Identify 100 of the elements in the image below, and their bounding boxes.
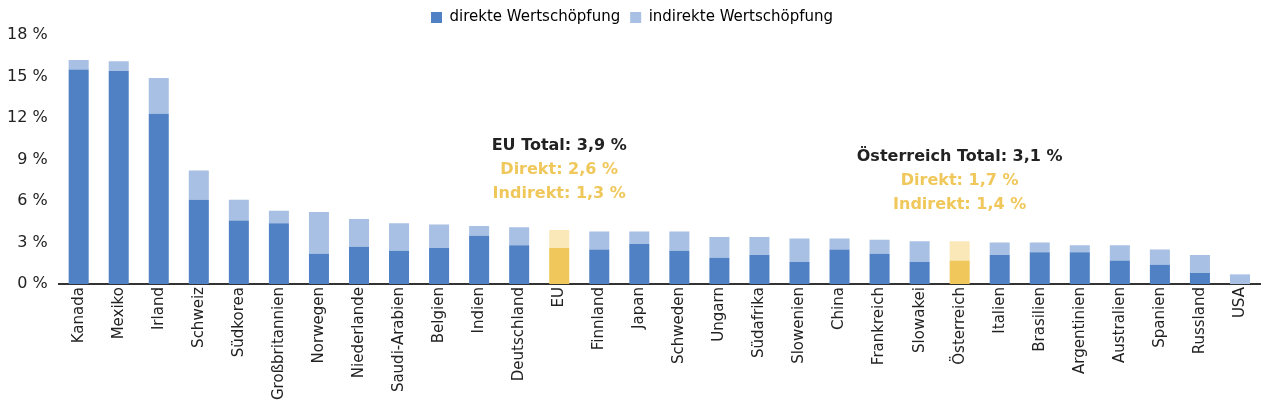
bar	[629, 231, 650, 244]
x-tick-label: Deutschland	[509, 287, 528, 382]
bar	[509, 227, 530, 246]
bar	[1109, 245, 1130, 261]
bar	[108, 70, 129, 285]
bar	[949, 241, 970, 261]
x-tick-label: Kanada	[68, 287, 87, 344]
bar	[989, 242, 1010, 256]
bar	[308, 212, 329, 254]
x-tick-label: Finnland	[589, 287, 608, 351]
bar	[108, 61, 129, 71]
x-tick-label: Österreich	[948, 287, 968, 365]
bar	[148, 77, 169, 114]
bar	[188, 199, 209, 285]
bar	[1069, 245, 1090, 253]
bar	[469, 225, 490, 236]
x-tick-label: Schweiz	[188, 286, 207, 348]
annotation: Direkt: 1,7 %	[900, 170, 1019, 190]
x-tick-label: Slowenien	[789, 287, 808, 364]
annotation: Direkt: 2,6 %	[500, 159, 619, 179]
bar	[669, 231, 690, 251]
bar	[749, 255, 770, 285]
bar	[1189, 273, 1210, 285]
legend-label: direkte Wertschöpfung	[449, 7, 621, 26]
bar	[829, 249, 850, 285]
bar	[1189, 255, 1210, 273]
bar	[869, 239, 890, 254]
x-tick-label: Frankreich	[869, 287, 888, 366]
bar	[1069, 252, 1090, 285]
x-tick-label: EU	[549, 287, 568, 308]
bar	[1109, 260, 1130, 285]
bar	[1029, 242, 1050, 253]
y-tick-label: 9 %	[17, 148, 48, 168]
x-tick-label: Japan	[629, 287, 648, 330]
bar	[1149, 249, 1170, 265]
bar	[909, 241, 930, 262]
x-tick-label: Großbritannien	[268, 287, 287, 401]
bar	[629, 243, 650, 285]
bar	[669, 250, 690, 285]
x-tick-label: China	[829, 287, 848, 330]
bar	[389, 223, 410, 251]
x-tick-label: Indien	[469, 287, 488, 334]
bar	[869, 253, 890, 285]
y-tick-label: 0 %	[17, 273, 48, 293]
x-tick-label: USA	[1229, 286, 1248, 319]
bar	[1029, 252, 1050, 285]
bar	[909, 261, 930, 285]
bar	[549, 230, 570, 249]
legend-label: indirekte Wertschöpfung	[648, 7, 833, 26]
bar	[308, 253, 329, 285]
bar	[749, 237, 770, 256]
x-tick-label: Slowakei	[909, 287, 928, 353]
x-tick-label: Spanien	[1149, 287, 1168, 348]
bar	[1149, 264, 1170, 285]
x-tick-label: Saudi-Arabien	[388, 287, 407, 393]
x-tick-label: Südafrika	[749, 287, 768, 359]
x-tick-label: Belgien	[428, 287, 447, 344]
bar	[268, 223, 289, 285]
x-tick-label: Argentinien	[1069, 287, 1088, 374]
bar	[789, 238, 810, 262]
bar	[589, 249, 610, 285]
bar	[549, 248, 570, 285]
x-tick-label: Niederlande	[348, 287, 367, 379]
bar	[228, 220, 249, 285]
bar	[348, 246, 369, 285]
y-tick-label: 12 %	[6, 107, 48, 127]
bar	[348, 219, 369, 247]
y-tick-label: 3 %	[17, 231, 48, 251]
x-tick-label: Mexiko	[108, 287, 127, 340]
bar	[949, 260, 970, 285]
bar	[1229, 274, 1250, 285]
bar	[429, 224, 450, 249]
bar	[429, 248, 450, 285]
bar	[68, 59, 89, 70]
x-tick-label: Italien	[989, 287, 1008, 334]
annotation: Indirekt: 1,4 %	[893, 194, 1027, 214]
bar	[829, 238, 850, 250]
bar	[148, 113, 169, 285]
x-tick-label: Irland	[148, 287, 167, 331]
bar	[469, 235, 490, 285]
bar	[268, 210, 289, 224]
bar	[789, 261, 810, 285]
bar	[509, 245, 530, 285]
bar	[989, 255, 1010, 285]
x-tick-label: Brasilien	[1029, 287, 1048, 352]
x-tick-label: Russland	[1189, 287, 1208, 355]
x-tick-label: Schweden	[669, 287, 688, 365]
bar	[188, 170, 209, 200]
y-tick-label: 15 %	[6, 65, 48, 85]
bar	[68, 69, 89, 285]
bar	[389, 250, 410, 285]
x-tick-label: Ungarn	[709, 287, 728, 342]
annotation: Indirekt: 1,3 %	[492, 183, 626, 203]
bar	[228, 199, 249, 221]
x-tick-label: Südkorea	[228, 287, 247, 358]
y-tick-label: 18 %	[6, 24, 48, 44]
bar	[709, 237, 730, 258]
annotation: Österreich Total: 3,1 %	[856, 146, 1063, 166]
x-tick-label: Norwegen	[308, 287, 327, 364]
bar	[589, 231, 610, 250]
